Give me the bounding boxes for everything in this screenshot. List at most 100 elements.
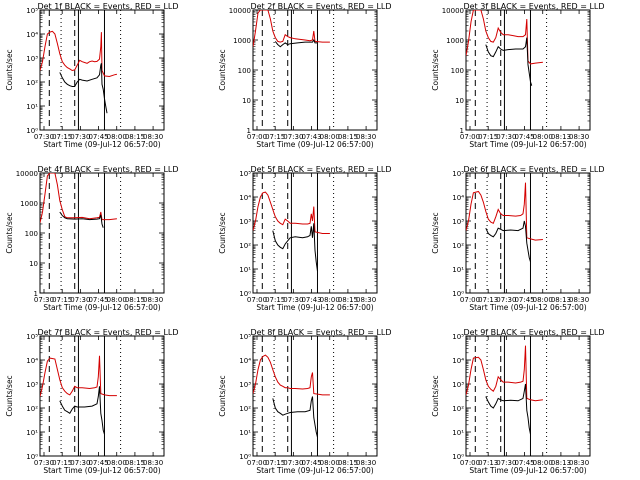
x-tick-label: 07:30 xyxy=(283,133,303,141)
y-tick-label: 10⁴ xyxy=(239,357,251,365)
series-lld xyxy=(253,191,330,234)
y-tick-label: 1 xyxy=(460,127,464,135)
y-tick-label: 10⁴ xyxy=(452,194,464,202)
y-tick-label: 1 xyxy=(34,290,38,298)
y-tick-label: 10¹ xyxy=(452,429,464,437)
y-axis-label: Counts/sec xyxy=(5,375,14,416)
x-tick-label: 08:00 xyxy=(320,133,340,141)
x-tick-label: 07:13 xyxy=(478,296,498,304)
panel-title: Det 2f BLACK = Events, RED = LLD xyxy=(250,2,391,11)
series-lld xyxy=(466,345,543,402)
x-tick-label: 08:00 xyxy=(107,133,127,141)
y-tick-label: 10⁴ xyxy=(26,31,38,39)
x-axis-label: Start Time (09-Jul-12 06:57:00) xyxy=(256,303,373,312)
y-tick-label: 10³ xyxy=(239,218,251,226)
x-tick-label: 07:45 xyxy=(88,459,108,467)
panel-title: Det 9f BLACK = Events, RED = LLD xyxy=(463,328,604,337)
x-tick-label: 07:30 xyxy=(496,133,516,141)
x-tick-label: 07:30 xyxy=(496,296,516,304)
series-events xyxy=(485,220,531,262)
y-tick-label: 10³ xyxy=(452,381,464,389)
x-axis-label: Start Time (09-Jul-12 06:57:00) xyxy=(43,466,160,475)
y-axis-label: Counts/sec xyxy=(431,375,440,416)
x-axis-label: Start Time (09-Jul-12 06:57:00) xyxy=(256,140,373,149)
panel-det-7f: Det 7f BLACK = Events, RED = LLD 10⁰ 10¹ 10… xyxy=(5,328,179,475)
x-tick-label: 07:45 xyxy=(301,459,321,467)
x-tick-label: 08:15 xyxy=(338,459,358,467)
plot-frame xyxy=(465,9,591,131)
y-tick-label: 10¹ xyxy=(26,429,38,437)
x-tick-label: 08:13 xyxy=(551,296,571,304)
y-tick-label: 10² xyxy=(239,405,251,413)
x-axis-label: Start Time (09-Jul-12 06:57:00) xyxy=(256,466,373,475)
x-tick-label: 08:15 xyxy=(125,459,145,467)
y-axis-label: Counts/sec xyxy=(218,212,227,253)
series-lld xyxy=(40,173,117,223)
x-tick-label: 07:15 xyxy=(265,133,285,141)
y-tick-label: 10⁴ xyxy=(26,357,38,365)
x-tick-label: 08:30 xyxy=(356,459,376,467)
x-tick-label: 08:00 xyxy=(320,296,340,304)
plot-frame xyxy=(252,9,378,131)
y-axis-label: Counts/sec xyxy=(218,49,227,90)
series-events xyxy=(485,37,533,86)
y-tick-label: 1 xyxy=(247,127,251,135)
x-tick-label: 08:30 xyxy=(143,459,163,467)
x-tick-label: 08:00 xyxy=(107,296,127,304)
y-tick-label: 10³ xyxy=(452,218,464,226)
y-tick-label: 100 xyxy=(451,67,464,75)
panel-det-9f: Det 9f BLACK = Events, RED = LLD 10⁰ 10¹ 10… xyxy=(431,328,605,475)
y-tick-label: 1000 xyxy=(446,37,464,45)
plot-frame xyxy=(465,335,591,457)
x-tick-label: 07:15 xyxy=(52,133,72,141)
y-tick-label: 10 xyxy=(29,260,38,268)
panel-det-2f: Det 2f BLACK = Events, RED = LLD 1 10 100 10… xyxy=(218,2,392,149)
y-tick-label: 10⁵ xyxy=(239,170,251,178)
series-events xyxy=(274,38,318,48)
y-tick-label: 10⁰ xyxy=(239,453,251,461)
y-tick-label: 100 xyxy=(25,230,38,238)
x-tick-label: 07:43 xyxy=(301,133,321,141)
x-axis-label: Start Time (09-Jul-12 06:57:00) xyxy=(43,303,160,312)
y-tick-label: 10⁴ xyxy=(239,194,251,202)
panel-det-3f: Det 3f BLACK = Events, RED = LLD 1 10 100 10… xyxy=(431,2,605,149)
x-tick-label: 08:30 xyxy=(356,133,376,141)
y-tick-label: 10⁰ xyxy=(452,453,464,461)
x-tick-label: 08:15 xyxy=(125,133,145,141)
y-tick-label: 1000 xyxy=(233,37,251,45)
series-lld xyxy=(466,10,543,65)
y-tick-label: 10² xyxy=(452,405,464,413)
series-lld xyxy=(466,182,543,241)
panel-det-5f: Det 5f BLACK = Events, RED = LLD 10⁰ 10¹ 10… xyxy=(218,165,392,312)
y-tick-label: 10000 xyxy=(16,170,38,178)
panel-title: Det 8f BLACK = Events, RED = LLD xyxy=(250,328,391,337)
x-tick-label: 08:00 xyxy=(533,296,553,304)
x-tick-label: 08:13 xyxy=(551,133,571,141)
series-events xyxy=(59,63,108,114)
x-tick-label: 07:30 xyxy=(283,459,303,467)
x-tick-label: 08:30 xyxy=(356,296,376,304)
x-tick-label: 07:00 xyxy=(247,459,267,467)
panel-title: Det 1f BLACK = Events, RED = LLD xyxy=(37,2,178,11)
panel-det-4f: Det 4f BLACK = Events, RED = LLD 1 10 100 10… xyxy=(5,165,179,312)
panel-title: Det 7f BLACK = Events, RED = LLD xyxy=(37,328,178,337)
x-tick-label: 07:30 xyxy=(34,296,54,304)
x-tick-label: 07:45 xyxy=(88,133,108,141)
panel-title: Det 4f BLACK = Events, RED = LLD xyxy=(37,165,178,174)
panel-title: Det 5f BLACK = Events, RED = LLD xyxy=(250,165,391,174)
y-tick-label: 10² xyxy=(26,405,38,413)
x-tick-label: 07:30 xyxy=(70,133,90,141)
x-axis-label: Start Time (09-Jul-12 06:57:00) xyxy=(469,140,586,149)
x-tick-label: 07:30 xyxy=(34,459,54,467)
y-tick-label: 1000 xyxy=(20,200,38,208)
y-tick-label: 10⁰ xyxy=(26,453,38,461)
panel-det-8f: Det 8f BLACK = Events, RED = LLD 10⁰ 10¹ 10… xyxy=(218,328,392,475)
x-tick-label: 08:15 xyxy=(338,133,358,141)
series-lld xyxy=(40,355,117,397)
x-tick-label: 08:30 xyxy=(569,459,589,467)
x-tick-label: 07:30 xyxy=(70,296,90,304)
x-tick-label: 08:30 xyxy=(143,133,163,141)
y-tick-label: 10⁵ xyxy=(452,333,464,341)
y-axis-label: Counts/sec xyxy=(5,49,14,90)
series-events xyxy=(272,396,318,438)
